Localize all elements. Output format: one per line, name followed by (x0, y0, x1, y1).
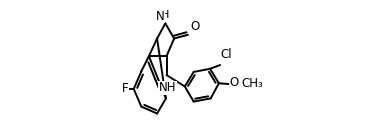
Text: O: O (190, 21, 200, 34)
Text: N: N (156, 10, 165, 23)
Text: CH₃: CH₃ (241, 77, 263, 90)
Text: NH: NH (158, 81, 176, 94)
Text: Cl: Cl (221, 48, 232, 61)
Text: F: F (122, 82, 128, 95)
Text: O: O (230, 76, 239, 89)
Text: H: H (161, 10, 170, 20)
